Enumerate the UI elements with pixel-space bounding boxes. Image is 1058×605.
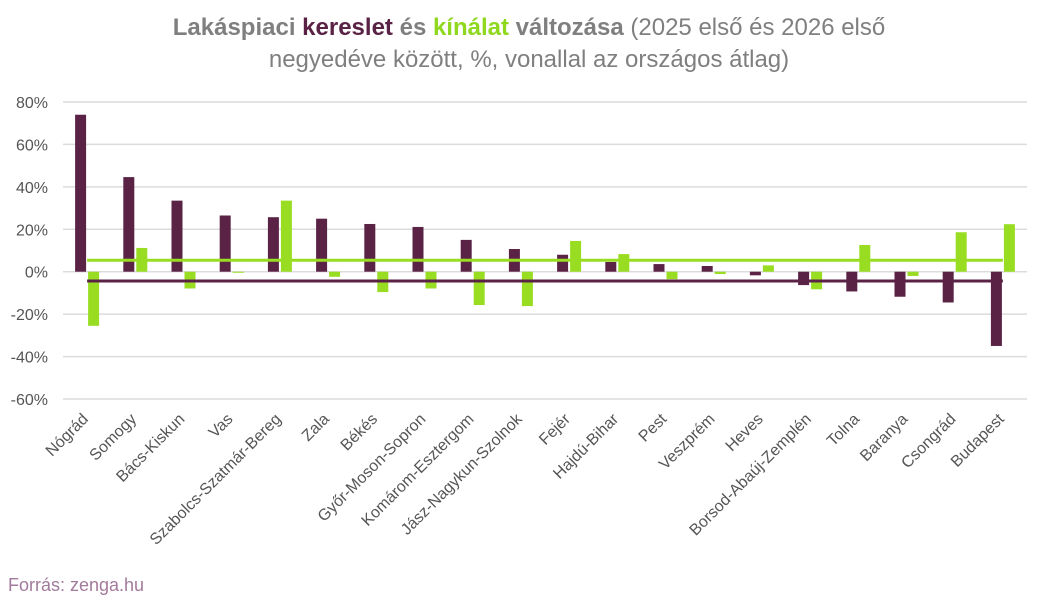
- y-tick-label: -20%: [11, 307, 48, 324]
- x-category-label: Budapest: [948, 410, 1008, 470]
- y-tick-label: 60%: [16, 137, 48, 154]
- supply-bar: [907, 271, 919, 276]
- title-subtitle: (2025 első és 2026 első: [623, 14, 886, 41]
- demand-bar: [171, 200, 183, 272]
- supply-bar: [88, 271, 100, 326]
- y-tick-label: 20%: [16, 222, 48, 239]
- chart-title: Lakáspiaci kereslet és kínálat változása…: [0, 12, 1058, 76]
- y-tick-label: -40%: [11, 350, 48, 367]
- supply-bar: [473, 271, 485, 306]
- demand-bar: [219, 215, 231, 272]
- supply-bar: [280, 200, 292, 272]
- demand-bar: [267, 217, 279, 272]
- demand-bar: [605, 261, 617, 272]
- demand-bar: [701, 265, 713, 272]
- supply-bar: [762, 265, 774, 272]
- supply-bar: [955, 232, 967, 272]
- demand-bar: [942, 271, 954, 303]
- demand-bar: [798, 271, 810, 286]
- x-category-label: Zala: [299, 411, 333, 445]
- supply-bar: [570, 240, 582, 272]
- title-demand-word: kereslet: [302, 14, 393, 41]
- x-category-label: Pest: [636, 410, 671, 445]
- x-category-label: Fejér: [536, 410, 574, 448]
- demand-bar: [557, 254, 569, 272]
- y-tick-label: 0%: [25, 265, 48, 282]
- demand-bar: [316, 218, 328, 272]
- demand-bar: [75, 114, 87, 272]
- x-category-label: Heves: [723, 411, 767, 455]
- x-category-label: Tolna: [824, 411, 863, 450]
- y-tick-label: -60%: [11, 392, 48, 409]
- supply-bar: [666, 271, 678, 280]
- x-category-label: Vas: [206, 411, 237, 442]
- x-category-label: Nógrád: [43, 411, 92, 460]
- title-text: és: [392, 14, 433, 41]
- demand-bar: [990, 271, 1002, 346]
- supply-bar: [859, 244, 871, 272]
- supply-bar: [1003, 224, 1015, 272]
- y-tick-label: 80%: [16, 95, 48, 112]
- demand-bar: [749, 271, 761, 276]
- source-note: Forrás: zenga.hu: [8, 575, 145, 595]
- supply-bar: [232, 271, 244, 273]
- supply-bar: [329, 271, 341, 277]
- supply-bar: [714, 271, 726, 275]
- demand-bar: [653, 264, 665, 272]
- title-supply-word: kínálat: [432, 14, 509, 41]
- supply-bar: [521, 271, 533, 307]
- demand-bar: [364, 223, 376, 272]
- y-tick-label: 40%: [16, 180, 48, 197]
- demand-bar: [412, 226, 424, 272]
- supply-bar: [618, 254, 630, 272]
- x-category-label: Békés: [338, 411, 381, 454]
- demand-bar: [894, 271, 906, 297]
- title-text: változása: [508, 14, 624, 41]
- title-text: Lakáspiaci: [172, 14, 303, 41]
- demand-bar: [460, 239, 472, 272]
- demand-bar: [123, 177, 135, 272]
- title-subtitle-line2: negyedéve között, %, vonallal az országo…: [268, 46, 790, 73]
